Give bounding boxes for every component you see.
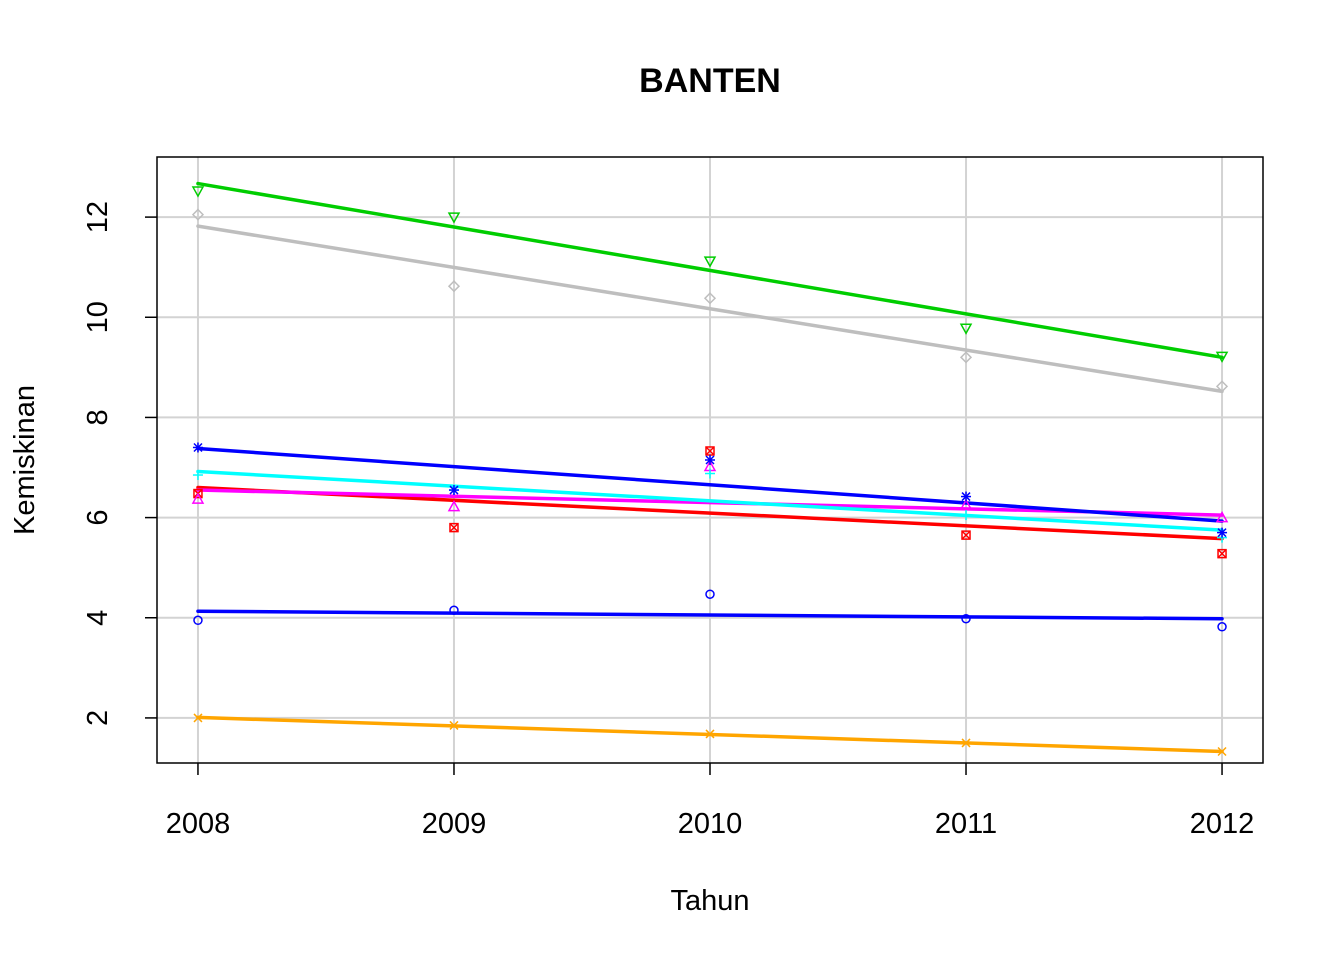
y-tick-label: 2: [82, 710, 114, 726]
data-point: [961, 738, 971, 748]
data-point: [959, 351, 973, 364]
data-point: [961, 510, 972, 521]
x-axis-label: Tahun: [670, 885, 749, 917]
y-tick-label: 10: [82, 301, 114, 333]
data-point: [192, 442, 203, 453]
data-point: [447, 212, 461, 224]
data-point: [448, 485, 459, 496]
data-point: [449, 522, 459, 533]
data-point: [705, 468, 715, 479]
data-point: [192, 470, 203, 481]
data-point: [1217, 527, 1228, 538]
x-tick-label: 2010: [678, 808, 743, 840]
fit-lines: [196, 181, 1224, 754]
data-point: [193, 615, 203, 626]
data-point: [961, 614, 971, 624]
y-axis: 2 4 6 8 10 12: [82, 201, 157, 726]
data-point: [191, 492, 205, 504]
data-point: [191, 208, 205, 221]
data-point: [703, 256, 717, 268]
data-point: [1215, 380, 1229, 393]
data-point: [193, 713, 203, 723]
x-axis: 2008 2009 2010 2011 2012: [166, 763, 1255, 840]
data-points: [191, 186, 1229, 757]
x-tick-label: 2009: [422, 808, 487, 840]
data-point: [1217, 548, 1227, 559]
data-point: [959, 498, 973, 510]
chart-title: BANTEN: [639, 62, 781, 100]
data-point: [961, 530, 971, 540]
fit-line: [196, 446, 1224, 523]
x-tick-label: 2012: [1190, 808, 1255, 840]
data-point: [961, 491, 972, 502]
y-tick-label: 6: [82, 510, 114, 526]
y-tick-label: 4: [82, 610, 114, 626]
data-point: [449, 605, 459, 615]
fit-line: [196, 469, 1224, 532]
data-point: [705, 729, 715, 739]
data-point: [1217, 622, 1227, 632]
x-tick-label: 2008: [166, 808, 231, 840]
data-point: [447, 280, 461, 293]
data-point: [705, 446, 715, 456]
fit-line: [196, 485, 1224, 541]
data-point: [449, 720, 459, 730]
data-point: [705, 455, 715, 465]
data-point: [959, 323, 973, 335]
y-tick-label: 12: [82, 201, 114, 233]
fit-line: [196, 181, 1224, 360]
data-point: [1215, 351, 1229, 363]
fit-line: [196, 609, 1224, 621]
data-point: [705, 589, 715, 599]
fit-line: [196, 488, 1224, 517]
fit-line: [196, 224, 1224, 394]
data-point: [1217, 746, 1227, 757]
data-point: [191, 186, 205, 198]
data-point: [1215, 511, 1229, 523]
x-tick-label: 2011: [935, 808, 997, 840]
data-point: [703, 292, 717, 305]
data-point: [447, 500, 461, 512]
y-axis-label: Kemiskinan: [9, 385, 41, 535]
y-tick-label: 8: [82, 409, 114, 425]
